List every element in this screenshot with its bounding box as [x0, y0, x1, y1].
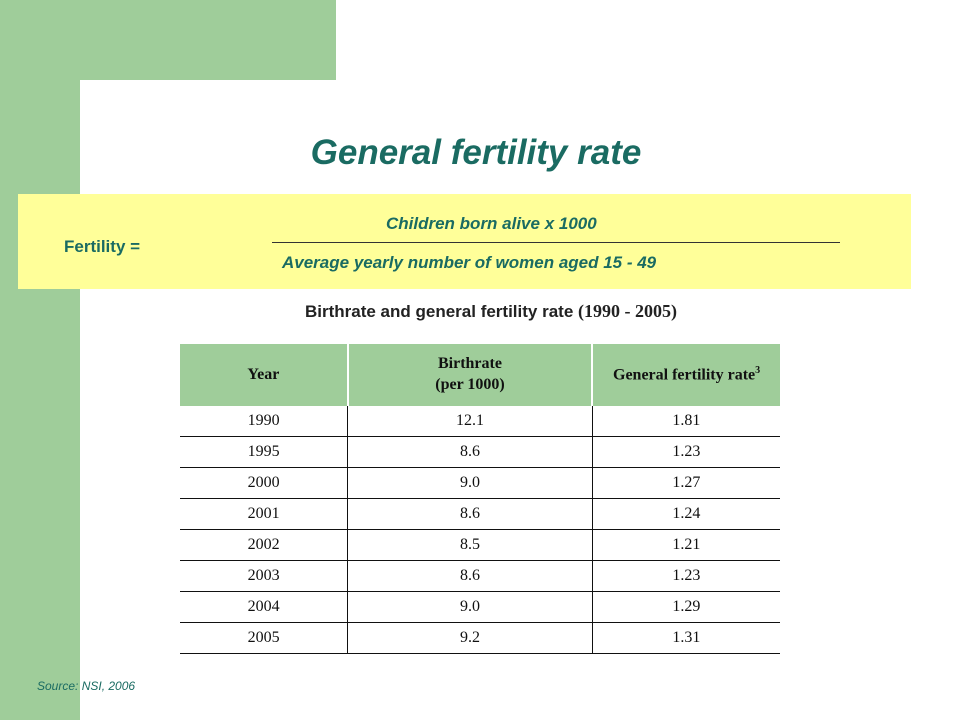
- cell-fertility: 1.21: [592, 529, 780, 561]
- cell-year: 2001: [180, 498, 349, 530]
- cell-year: 2005: [180, 622, 349, 654]
- cell-year: 2003: [180, 560, 349, 592]
- table-row: 2001 8.6 1.24: [180, 498, 780, 530]
- fertility-table: Year Birthrate (per 1000) General fertil…: [180, 344, 780, 654]
- header-fertility-footnote: 3: [755, 364, 761, 376]
- header-year: Year: [180, 344, 348, 406]
- green-top-band: [0, 0, 336, 80]
- cell-birthrate: 9.2: [347, 622, 593, 654]
- source-note: Source: NSI, 2006: [37, 679, 136, 693]
- formula-lhs: Fertility =: [64, 237, 141, 256]
- table-row: 2005 9.2 1.31: [180, 622, 780, 654]
- cell-birthrate: 9.0: [347, 467, 593, 499]
- cell-fertility: 1.81: [592, 406, 780, 437]
- header-birthrate: Birthrate (per 1000): [346, 344, 593, 406]
- formula-box: Fertility = Children born alive x 1000 A…: [18, 194, 911, 289]
- cell-year: 2000: [180, 467, 349, 499]
- formula-numerator: Children born alive x 1000: [386, 214, 597, 233]
- cell-year: 1995: [180, 436, 349, 468]
- table-row: 2004 9.0 1.29: [180, 591, 780, 623]
- cell-year: 2004: [180, 591, 349, 623]
- fraction-line: [272, 242, 840, 243]
- cell-fertility: 1.31: [592, 622, 780, 654]
- formula-denominator: Average yearly number of women aged 15 -…: [282, 253, 657, 272]
- header-fertility-label: General fertility rate: [613, 366, 756, 384]
- table-row: 1995 8.6 1.23: [180, 436, 780, 468]
- table-title: Birthrate and general fertility rate (19…: [0, 301, 960, 322]
- cell-year: 1990: [180, 406, 349, 437]
- table-header-row: Year Birthrate (per 1000) General fertil…: [180, 344, 780, 406]
- cell-birthrate: 8.6: [347, 436, 593, 468]
- table-row: 2000 9.0 1.27: [180, 467, 780, 499]
- header-birthrate-line2: (per 1000): [435, 376, 505, 393]
- cell-fertility: 1.27: [592, 467, 780, 499]
- cell-fertility: 1.23: [592, 560, 780, 592]
- header-birthrate-line1: Birthrate: [437, 355, 502, 373]
- cell-birthrate: 8.6: [347, 560, 593, 592]
- cell-fertility: 1.23: [592, 436, 780, 468]
- cell-fertility: 1.24: [592, 498, 780, 530]
- table-row: 2002 8.5 1.21: [180, 529, 780, 561]
- green-sidebar-strip: [0, 0, 80, 720]
- table-title-text: Birthrate and general fertility rate: [304, 302, 574, 321]
- cell-birthrate: 8.6: [347, 498, 593, 530]
- cell-fertility: 1.29: [592, 591, 780, 623]
- cell-year: 2002: [180, 529, 349, 561]
- cell-birthrate: 8.5: [347, 529, 593, 561]
- table-row: 2003 8.6 1.23: [180, 560, 780, 592]
- slide-title: General fertility rate: [310, 133, 642, 172]
- table-row: 1990 12.1 1.81: [180, 406, 780, 437]
- cell-birthrate: 12.1: [347, 406, 593, 437]
- cell-birthrate: 9.0: [347, 591, 593, 623]
- header-fertility: General fertility rate3: [591, 344, 780, 406]
- table-title-range: (1990 - 2005): [578, 301, 678, 321]
